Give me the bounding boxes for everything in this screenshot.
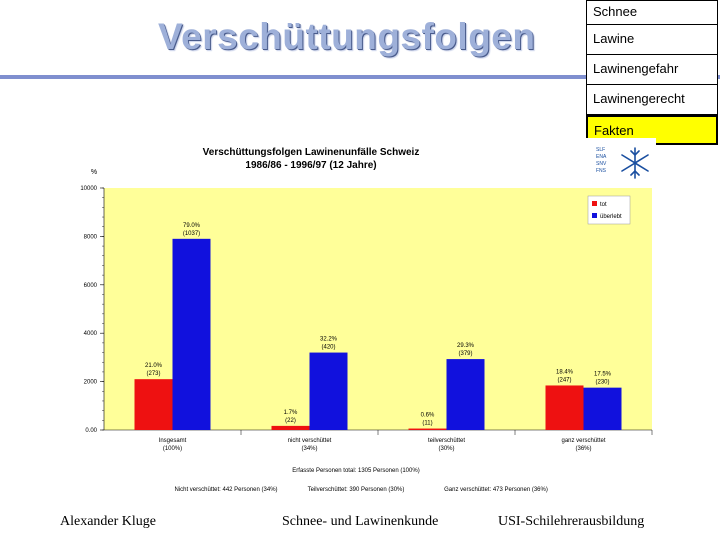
note-nicht-verschuettet: Nicht verschüttet: 442 Personen (34%) xyxy=(174,487,277,493)
bar-tot xyxy=(545,385,584,430)
data-label: 21.0% xyxy=(145,363,163,369)
data-label-count: (1037) xyxy=(183,231,200,237)
logo-text-4: FNS xyxy=(596,168,607,174)
bar-ueberlebt xyxy=(172,238,211,430)
category-sublabel: (30%) xyxy=(438,446,454,452)
chart-title-line1: Verschüttungsfolgen Lawinenunfälle Schwe… xyxy=(203,147,420,158)
legend-swatch-tot xyxy=(592,201,597,206)
chart: Verschüttungsfolgen Lawinenunfälle Schwe… xyxy=(66,138,656,504)
data-label-count: (420) xyxy=(321,345,335,351)
data-label: 18.4% xyxy=(556,369,574,375)
legend-box xyxy=(587,195,631,225)
category-label: ganz verschüttet xyxy=(561,438,605,444)
category-label: Insgesamt xyxy=(159,438,187,444)
y-tick-label: 6000 xyxy=(84,283,98,289)
bar-ueberlebt xyxy=(309,352,348,430)
data-label: 29.3% xyxy=(457,343,475,349)
category-label: teilverschüttet xyxy=(428,438,465,444)
data-label: 79.0% xyxy=(183,223,201,229)
bar-tot xyxy=(271,425,310,430)
footer-course: Schnee- und Lawinenkunde xyxy=(282,514,439,529)
footer-author: Alexander Kluge xyxy=(60,514,157,529)
snowflake-icon xyxy=(621,147,649,179)
bar-tot xyxy=(134,379,173,430)
nav-menu: Schnee Lawine Lawinengefahr Lawinengerec… xyxy=(586,0,718,145)
footer-program: USI-Schilehrerausbildung xyxy=(498,514,645,529)
logo-text-3: SNV xyxy=(596,161,607,167)
data-label: 32.2% xyxy=(320,337,338,343)
bar-ueberlebt xyxy=(583,387,622,430)
note-ganz-verschuettet: Ganz verschüttet: 473 Personen (36%) xyxy=(444,487,548,493)
y-tick-label: 8000 xyxy=(84,234,98,240)
y-axis-label: % xyxy=(91,169,97,176)
note-total: Erfasste Personen total: 1305 Personen (… xyxy=(292,468,419,474)
nav-item-schnee[interactable]: Schnee xyxy=(586,0,718,25)
slf-logo: SLF ENA SNV FNS xyxy=(596,147,649,179)
data-label-count: (230) xyxy=(595,380,609,386)
data-label-count: (11) xyxy=(422,421,432,427)
data-label-count: (247) xyxy=(557,377,571,383)
logo-text-1: SLF xyxy=(596,147,605,153)
nav-item-lawine[interactable]: Lawine xyxy=(586,25,718,55)
y-tick-label: 4000 xyxy=(84,331,98,337)
slide-title: Verschüttungsfolgen xyxy=(158,16,536,57)
bar-ueberlebt xyxy=(446,359,485,430)
category-sublabel: (100%) xyxy=(163,446,182,452)
category-sublabel: (34%) xyxy=(301,446,317,452)
category-sublabel: (36%) xyxy=(575,446,591,452)
category-label: nicht verschüttet xyxy=(288,438,332,444)
nav-item-lawinengerecht[interactable]: Lawinengerecht xyxy=(586,85,718,115)
data-label-count: (273) xyxy=(146,371,160,377)
data-label-count: (379) xyxy=(458,351,472,357)
note-teilverschuettet: Teilverschüttet: 390 Personen (30%) xyxy=(308,487,405,493)
data-label-count: (22) xyxy=(285,418,296,424)
y-tick-label: 0.00 xyxy=(85,428,97,434)
data-label: 17.5% xyxy=(594,372,612,378)
legend-label-ueberlebt: überlebt xyxy=(600,214,622,220)
logo-text-2: ENA xyxy=(596,154,607,160)
data-label: 1.7% xyxy=(284,410,298,416)
legend-swatch-ueberlebt xyxy=(592,213,597,218)
nav-item-lawinengefahr[interactable]: Lawinengefahr xyxy=(586,55,718,85)
title-rule xyxy=(0,75,720,79)
y-tick-label: 10000 xyxy=(80,186,97,192)
legend-label-tot: tot xyxy=(600,202,607,208)
bar-tot xyxy=(408,428,447,430)
chart-title-line2: 1986/86 - 1996/97 (12 Jahre) xyxy=(245,160,376,171)
chart-svg: Verschüttungsfolgen Lawinenunfälle Schwe… xyxy=(80,147,653,493)
y-tick-label: 2000 xyxy=(84,380,98,386)
plot-layer: 0.00 2000 4000 6000 8000 10000 21.0% (273) 79.0%… xyxy=(80,186,653,452)
data-label: 0.6% xyxy=(421,413,435,419)
